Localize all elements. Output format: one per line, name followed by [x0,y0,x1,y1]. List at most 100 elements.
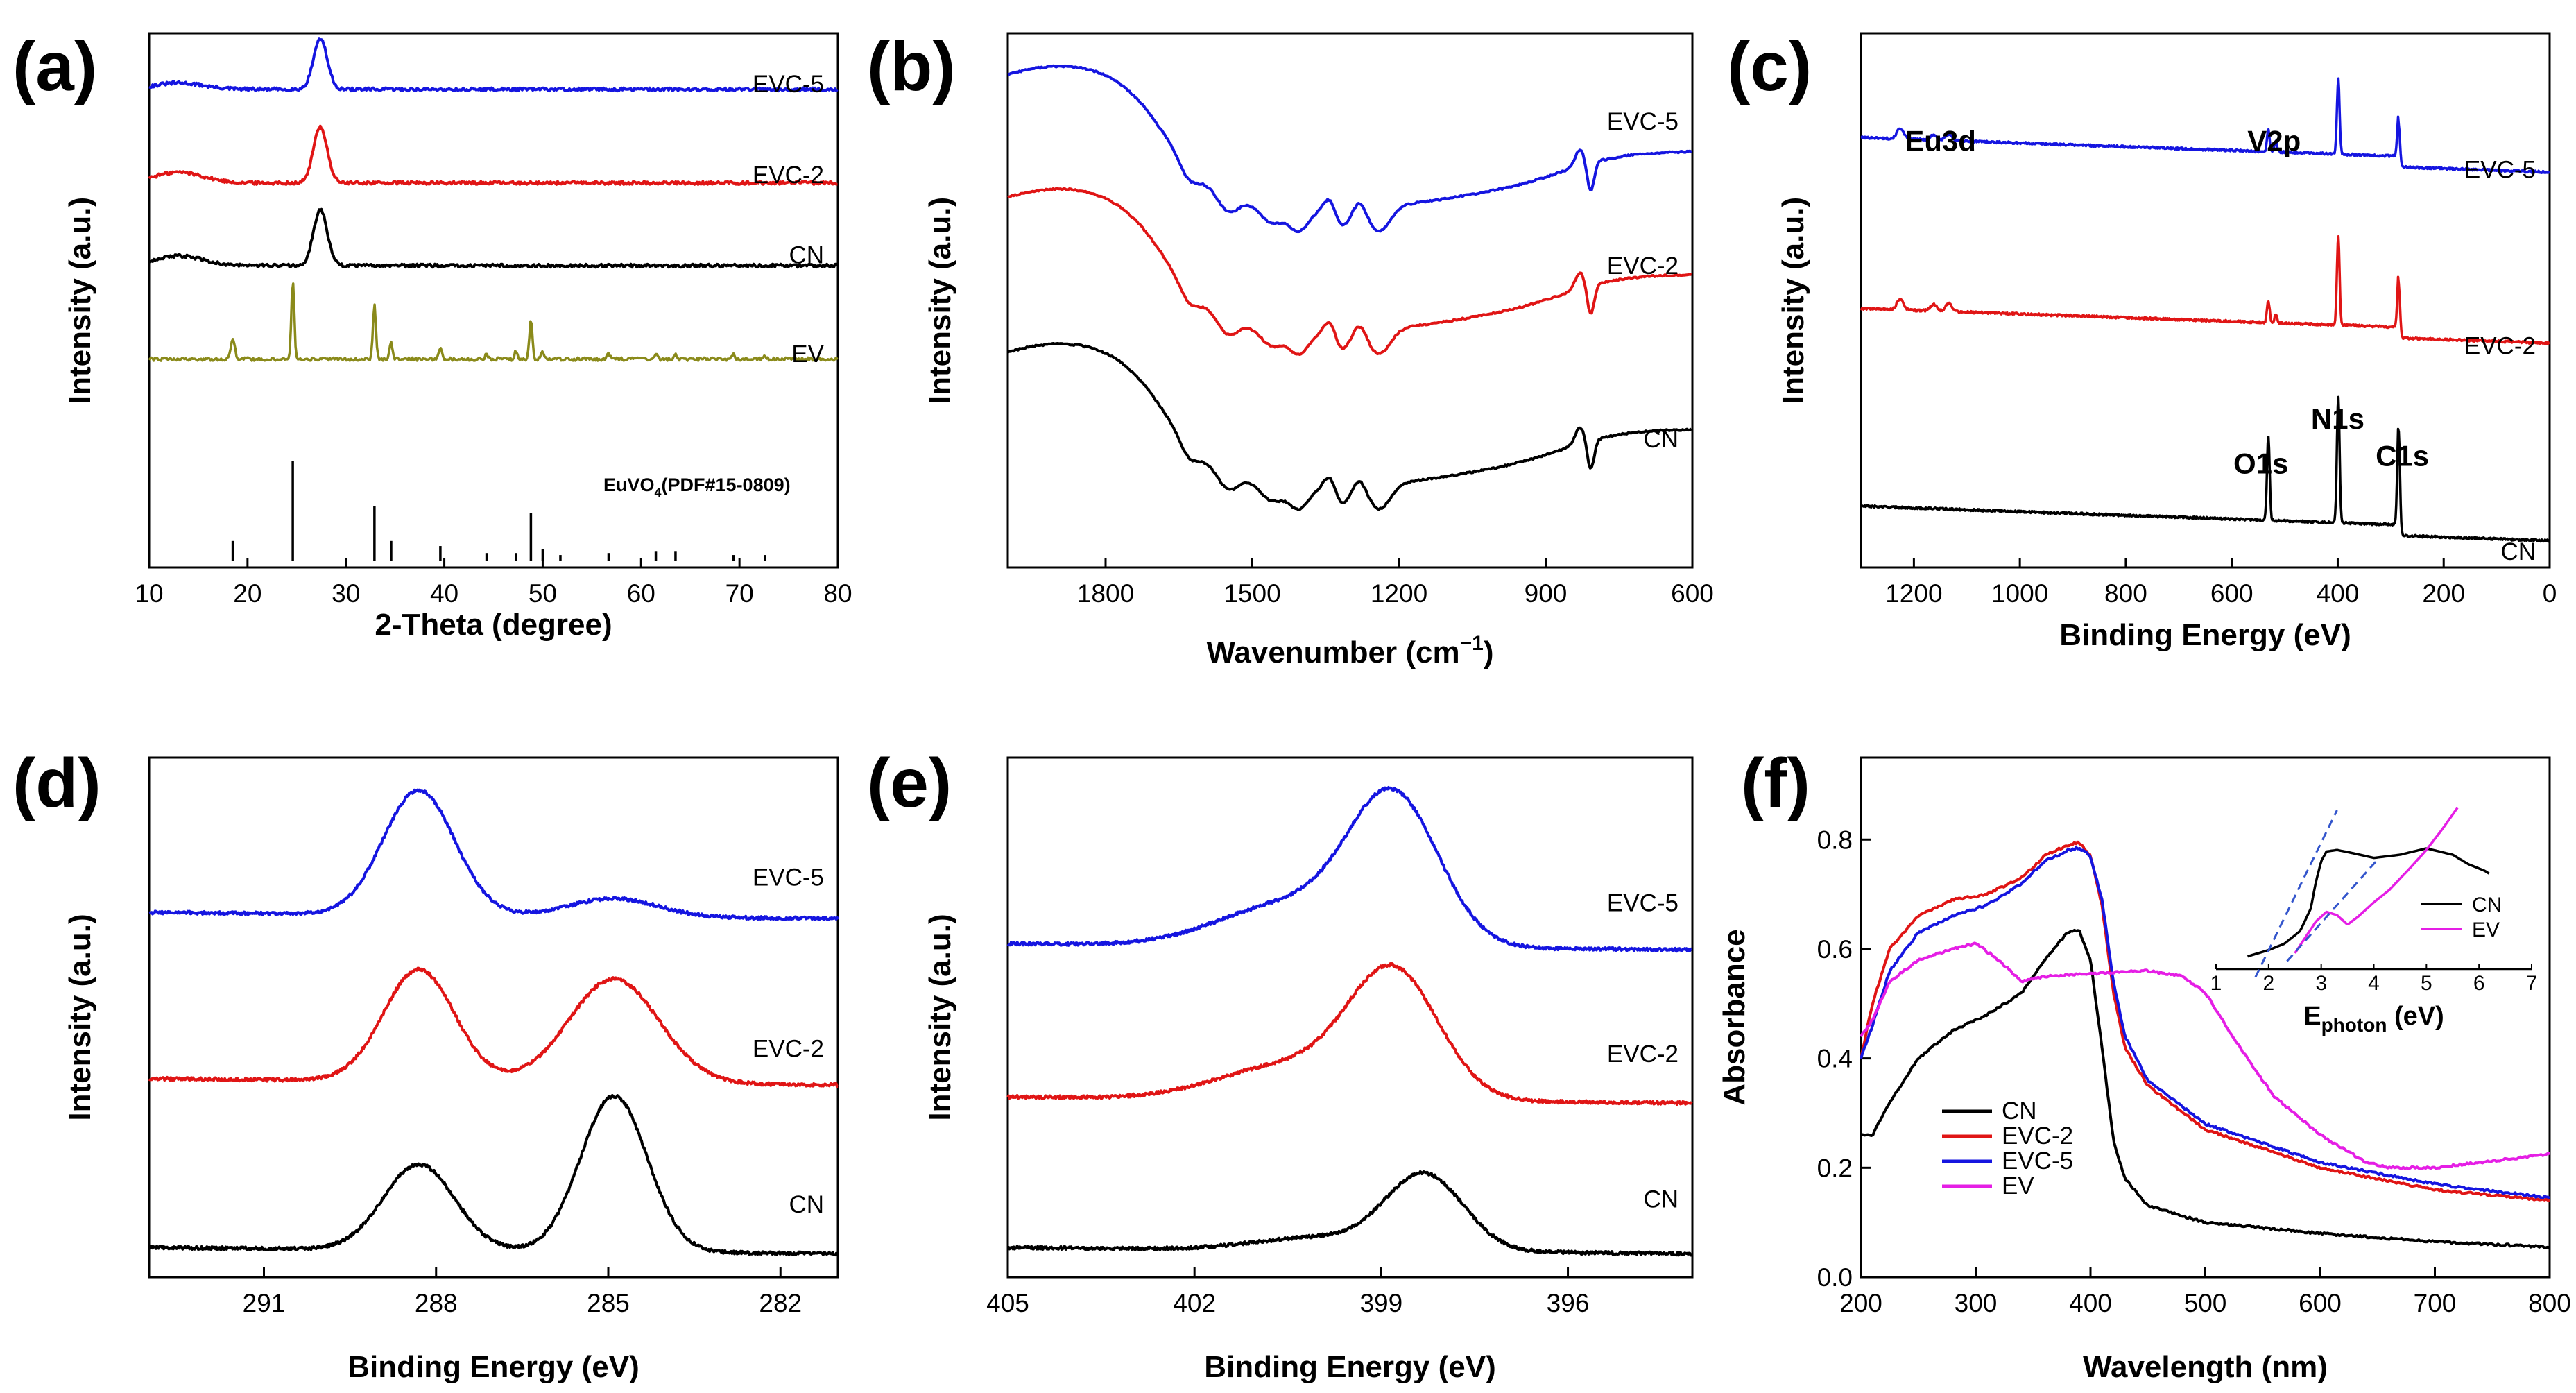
x-axis-label-e: Binding Energy (eV) [1204,1350,1495,1384]
inset-tick-label-f: 6 [2473,972,2485,995]
x-axis-label-d: Binding Energy (eV) [347,1350,639,1384]
x-tick-label-c: 400 [2317,579,2360,608]
y-tick-label-f: 0.8 [1817,826,1853,854]
panel-label-b: (b) [867,28,956,105]
inset-tick-label-f: 7 [2526,972,2538,995]
series-line-e-evc-2 [1006,962,1693,1106]
legend-label-f: EVC-5 [2002,1147,2073,1174]
plot-frame-f [1860,756,2551,1279]
panel-label-f: (f) [1741,744,1810,822]
x-tick-label-c: 200 [2422,579,2465,608]
series-line-d-evc-2 [148,966,839,1088]
y-axis-label-f: Absorbance [1717,929,1751,1105]
series-label-e: EVC-2 [1607,1041,1678,1068]
y-tick-label-f: 0.4 [1817,1045,1853,1073]
x-axis-label-f: Wavelength (nm) [2083,1350,2328,1384]
x-tick-label-d: 285 [587,1289,630,1317]
x-tick-label-f: 400 [2069,1289,2112,1317]
inset-series-line-f-ev [2294,807,2459,955]
peak-annotation-c: N1s [2311,402,2364,435]
panel-label-d: (d) [12,744,101,822]
plot-frame-d [148,756,839,1279]
series-label-c: EVC-5 [2464,156,2536,183]
x-tick-label-e: 405 [986,1289,1029,1317]
inset-tick-label-f: 5 [2421,972,2432,995]
series-label-d: EVC-5 [753,864,824,891]
plot-frame-a [148,32,839,569]
series-line-d-cn [148,1094,839,1257]
x-tick-label-b: 1500 [1223,579,1280,608]
series-line-a-cn [148,207,839,269]
series-line-e-evc-5 [1006,786,1692,953]
y-axis-label-d: Intensity (a.u.) [63,914,97,1120]
peak-annotation-c: V2p [2247,124,2301,157]
x-tick-label-c: 800 [2104,579,2147,608]
x-tick-label-f: 200 [1839,1289,1882,1317]
series-label-d: CN [789,1191,824,1218]
panel-label-e: (e) [867,744,952,822]
series-line-f-evc-5 [1860,846,2550,1200]
x-tick-label-e: 402 [1173,1289,1216,1317]
series-line-b-cn [1006,342,1692,511]
x-tick-label-a: 50 [529,579,557,608]
series-line-e-cn [1006,1170,1692,1257]
x-tick-label-a: 20 [233,579,261,608]
x-tick-label-f: 300 [1955,1289,1998,1317]
series-label-b: EVC-5 [1607,108,1678,135]
series-label-a: EV [791,341,824,368]
x-tick-label-d: 291 [243,1289,286,1317]
x-tick-label-e: 399 [1359,1289,1402,1317]
x-tick-label-a: 40 [430,579,458,608]
reference-label-a: EuVO4(PDF#15-0809) [603,475,791,499]
y-axis-label-a: Intensity (a.u.) [63,197,97,404]
x-tick-label-c: 0 [2543,579,2557,608]
inset-tick-label-f: 1 [2210,972,2222,995]
x-tick-label-f: 700 [2414,1289,2457,1317]
x-tick-label-e: 396 [1547,1289,1590,1317]
series-label-d: EVC-2 [753,1035,824,1062]
panel-label-c: (c) [1727,28,1812,105]
x-tick-label-c: 1000 [1991,579,2048,608]
x-tick-label-a: 60 [627,579,655,608]
series-line-f-cn [1860,928,2550,1249]
panel-label-a: (a) [12,28,97,105]
inset-tick-label-f: 3 [2315,972,2327,995]
plot-frame-e [1006,756,1694,1279]
series-label-e: EVC-5 [1607,890,1678,917]
x-tick-label-a: 10 [135,579,163,608]
inset-tangent-cn-f [2254,810,2338,978]
series-line-b-evc-5 [1007,64,1692,234]
inset-tick-label-f: 2 [2262,972,2274,995]
x-tick-label-b: 1800 [1077,579,1134,608]
peak-annotation-c: O1s [2233,447,2288,479]
y-axis-label-e: Intensity (a.u.) [923,914,957,1120]
x-tick-label-b: 900 [1525,579,1568,608]
x-tick-label-f: 800 [2528,1289,2571,1317]
y-tick-label-f: 0.0 [1817,1263,1853,1292]
peak-annotation-c: C1s [2376,440,2429,472]
x-tick-label-f: 600 [2299,1289,2342,1317]
y-axis-label-b: Intensity (a.u.) [923,197,957,404]
inset-legend-label-f: CN [2472,894,2502,916]
y-tick-label-f: 0.2 [1817,1154,1853,1182]
x-tick-label-d: 288 [415,1289,458,1317]
series-label-b: CN [1643,426,1678,453]
x-tick-label-c: 600 [2210,579,2253,608]
series-label-e: CN [1643,1186,1678,1213]
y-tick-label-f: 0.6 [1817,935,1853,964]
series-line-a-evc-5 [148,37,839,93]
inset-x-label-f: Ephoton (eV) [2303,1002,2444,1036]
x-tick-label-d: 282 [759,1289,802,1317]
series-label-a: CN [789,242,824,269]
series-label-c: EVC-2 [2464,332,2536,359]
legend-label-f: EVC-2 [2002,1122,2073,1150]
series-line-f-ev [1860,941,2550,1170]
x-tick-label-a: 70 [725,579,754,608]
series-line-f-evc-2 [1860,840,2550,1203]
x-axis-label-b: Wavenumber (cm−1) [1206,632,1493,669]
x-tick-label-b: 600 [1671,579,1714,608]
inset-tangent-ev-f [2286,857,2380,962]
x-axis-label-c: Binding Energy (eV) [2059,618,2351,652]
series-line-d-evc-5 [148,788,839,921]
